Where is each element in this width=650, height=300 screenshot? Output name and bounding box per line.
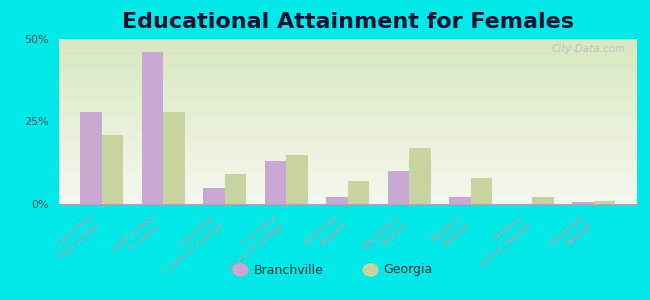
- Bar: [286, 154, 307, 204]
- Bar: [58, 181, 637, 184]
- Bar: [58, 191, 637, 194]
- Bar: [58, 102, 637, 105]
- Bar: [58, 148, 637, 151]
- Bar: [58, 118, 637, 122]
- Bar: [58, 141, 637, 145]
- Bar: [58, 82, 637, 85]
- Bar: [58, 49, 637, 52]
- Bar: [58, 151, 637, 154]
- Bar: [58, 171, 637, 174]
- Bar: [58, 75, 637, 79]
- Ellipse shape: [233, 263, 248, 277]
- Text: Branchville: Branchville: [254, 263, 324, 277]
- Bar: [58, 56, 637, 59]
- Bar: [58, 128, 637, 131]
- Bar: [265, 161, 286, 204]
- Bar: [449, 197, 471, 204]
- Bar: [58, 168, 637, 171]
- Bar: [142, 52, 163, 204]
- Bar: [58, 161, 637, 164]
- Bar: [80, 112, 101, 204]
- Bar: [348, 181, 369, 204]
- Text: Georgia: Georgia: [384, 263, 433, 277]
- Bar: [410, 148, 431, 204]
- Bar: [58, 69, 637, 72]
- Bar: [58, 46, 637, 49]
- Bar: [326, 197, 348, 204]
- Title: Educational Attainment for Females: Educational Attainment for Females: [122, 12, 574, 32]
- Bar: [58, 88, 637, 92]
- Bar: [58, 154, 637, 158]
- Bar: [58, 95, 637, 98]
- Bar: [58, 194, 637, 197]
- Bar: [58, 42, 637, 46]
- Bar: [58, 72, 637, 75]
- Bar: [58, 138, 637, 141]
- Bar: [58, 197, 637, 201]
- Bar: [58, 79, 637, 82]
- Bar: [58, 158, 637, 161]
- Bar: [532, 197, 554, 204]
- Bar: [58, 125, 637, 128]
- Bar: [58, 164, 637, 168]
- Bar: [58, 115, 637, 118]
- Bar: [58, 184, 637, 188]
- Bar: [58, 39, 637, 42]
- Bar: [58, 92, 637, 95]
- Bar: [58, 174, 637, 178]
- Bar: [58, 122, 637, 125]
- Bar: [58, 59, 637, 62]
- Bar: [58, 135, 637, 138]
- Ellipse shape: [362, 263, 378, 277]
- Bar: [58, 98, 637, 102]
- Text: City-Data.com: City-Data.com: [551, 44, 625, 54]
- Bar: [58, 108, 637, 112]
- Bar: [573, 202, 594, 204]
- Bar: [594, 201, 616, 204]
- Bar: [58, 201, 637, 204]
- Bar: [471, 178, 493, 204]
- Bar: [58, 105, 637, 108]
- Bar: [58, 112, 637, 115]
- Bar: [58, 65, 637, 69]
- Bar: [101, 135, 123, 204]
- Bar: [58, 188, 637, 191]
- Bar: [163, 112, 185, 204]
- Bar: [58, 178, 637, 181]
- Bar: [58, 52, 637, 56]
- Bar: [58, 85, 637, 88]
- Bar: [58, 62, 637, 65]
- Bar: [58, 131, 637, 135]
- Bar: [225, 174, 246, 204]
- Bar: [58, 145, 637, 148]
- Bar: [203, 188, 225, 204]
- Bar: [388, 171, 410, 204]
